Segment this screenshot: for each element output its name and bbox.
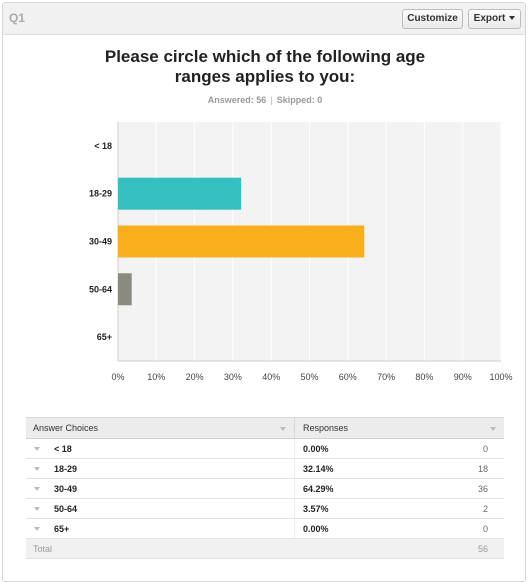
x-tick-label: 70% (377, 372, 395, 382)
responses-header-label: Responses (303, 423, 348, 433)
x-tick-label: 60% (339, 372, 357, 382)
response-stats: Answered: 56 | Skipped: 0 (0, 95, 530, 105)
x-tick-label: 0% (111, 372, 124, 382)
count-cell: 0 (443, 439, 504, 459)
choice-cell[interactable]: 65+ (26, 519, 295, 539)
responses-header[interactable]: Responses (295, 418, 505, 439)
total-row: Total 56 (26, 539, 504, 559)
count-cell: 2 (443, 499, 504, 519)
table-row: 30-49 64.29% 36 (26, 479, 504, 499)
chevron-down-icon (34, 507, 40, 511)
x-tick-label: 30% (224, 372, 242, 382)
bar-chart: 0% 10% 20% 30% 40% 50% 60% 70% 80% 90% 100% < 18 18-… (0, 110, 530, 390)
stats-separator: | (270, 95, 273, 105)
responses-table: Answer Choices Responses < 18 0.00% 0 18… (26, 417, 504, 559)
percent-cell: 0.00% (295, 439, 444, 459)
y-category-label: < 18 (94, 141, 112, 151)
choice-label: < 18 (54, 444, 72, 454)
x-tick-label: 40% (262, 372, 280, 382)
bar (118, 273, 132, 305)
choice-label: 30-49 (54, 484, 77, 494)
choice-cell[interactable]: 30-49 (26, 479, 295, 499)
percent-cell: 3.57% (295, 499, 444, 519)
percent-cell: 32.14% (295, 459, 444, 479)
chevron-down-icon (34, 467, 40, 471)
choice-label: 50-64 (54, 504, 77, 514)
sort-caret-icon (280, 427, 286, 431)
percent-cell: 0.00% (295, 519, 444, 539)
total-spacer (295, 539, 444, 559)
x-tick-label: 100% (489, 372, 512, 382)
panel-header: Q1 Customize Export (3, 3, 525, 35)
chevron-down-icon (509, 16, 515, 20)
customize-button[interactable]: Customize (402, 9, 463, 29)
count-cell: 36 (443, 479, 504, 499)
y-category-label: 50-64 (89, 284, 112, 294)
count-cell: 0 (443, 519, 504, 539)
choice-label: 65+ (54, 524, 69, 534)
answered-count: Answered: 56 (208, 95, 267, 105)
answer-choices-header[interactable]: Answer Choices (26, 418, 295, 439)
table-row: 65+ 0.00% 0 (26, 519, 504, 539)
x-tick-label: 20% (186, 372, 204, 382)
table-header-row: Answer Choices Responses (26, 418, 504, 439)
question-title-line2: ranges applies to you: (60, 67, 470, 87)
bar (118, 178, 241, 210)
x-tick-label: 90% (454, 372, 472, 382)
y-category-label: 30-49 (89, 237, 112, 247)
choice-cell[interactable]: 50-64 (26, 499, 295, 519)
percent-cell: 64.29% (295, 479, 444, 499)
count-cell: 18 (443, 459, 504, 479)
choice-label: 18-29 (54, 464, 77, 474)
export-label: Export (474, 13, 506, 24)
chevron-down-icon (34, 487, 40, 491)
answer-choices-header-label: Answer Choices (33, 423, 98, 433)
total-count: 56 (443, 539, 504, 559)
choice-cell[interactable]: < 18 (26, 439, 295, 459)
sort-caret-icon (490, 427, 496, 431)
export-button[interactable]: Export (468, 9, 521, 29)
y-category-label: 65+ (97, 332, 112, 342)
choice-cell[interactable]: 18-29 (26, 459, 295, 479)
chevron-down-icon (34, 527, 40, 531)
bar (118, 226, 364, 258)
chevron-down-icon (34, 447, 40, 451)
x-tick-label: 50% (300, 372, 318, 382)
table-row: 18-29 32.14% 18 (26, 459, 504, 479)
question-number: Q1 (9, 11, 25, 25)
skipped-count: Skipped: 0 (277, 95, 323, 105)
x-tick-label: 10% (147, 372, 165, 382)
x-tick-label: 80% (415, 372, 433, 382)
table-row: 50-64 3.57% 2 (26, 499, 504, 519)
question-title-line1: Please circle which of the following age (60, 47, 470, 67)
question-title: Please circle which of the following age… (60, 47, 470, 87)
table-row: < 18 0.00% 0 (26, 439, 504, 459)
total-label: Total (26, 539, 295, 559)
y-category-label: 18-29 (89, 189, 112, 199)
